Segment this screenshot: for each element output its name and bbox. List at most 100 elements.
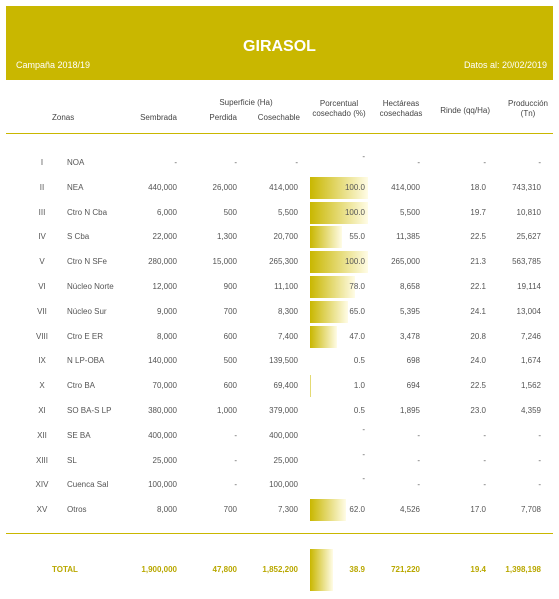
cell: 7,300 xyxy=(277,505,298,515)
zone-number: VIII xyxy=(35,331,48,341)
cell: 1,674 xyxy=(520,356,541,366)
zone-name: Ctro N SFe xyxy=(67,257,108,267)
cell: 379,000 xyxy=(269,406,298,415)
zone-number: XII xyxy=(37,430,47,440)
cell: 380,000 xyxy=(148,406,177,415)
zone-number: XV xyxy=(36,505,48,515)
percent-bar xyxy=(310,226,342,249)
cell: 265,000 xyxy=(391,257,420,267)
cell: - xyxy=(483,430,486,440)
cell: - xyxy=(417,455,420,465)
percent-bar xyxy=(310,276,356,298)
cell: 24.0 xyxy=(470,356,486,366)
header-rule xyxy=(6,133,553,134)
cell: 900 xyxy=(223,282,237,291)
zone-name: Núcleo Sur xyxy=(67,306,107,316)
cell: 400,000 xyxy=(148,430,177,440)
cell: 8,300 xyxy=(277,306,298,316)
cell: 11,100 xyxy=(274,282,298,291)
campaign: Campaña 2018/19 xyxy=(16,60,91,70)
total-cell: 19.4 xyxy=(470,565,486,574)
cell: 15,000 xyxy=(212,257,237,267)
cell: 500 xyxy=(223,207,237,217)
cell: 22,000 xyxy=(152,232,177,242)
cell: 743,310 xyxy=(512,182,541,192)
cell: 440,000 xyxy=(148,182,177,192)
cell: 22.5 xyxy=(470,232,486,242)
percent-label: - xyxy=(362,474,365,484)
cell: 19.7 xyxy=(470,207,486,217)
zone-number: II xyxy=(39,182,45,192)
percent-label: 0.5 xyxy=(353,406,365,415)
zone-name: Ctro E ER xyxy=(67,331,104,341)
cell: 10,810 xyxy=(516,207,541,217)
zone-number: VI xyxy=(38,282,46,291)
cell: 8,000 xyxy=(156,505,177,515)
percent-bar xyxy=(310,549,333,591)
percent-bar xyxy=(310,251,368,274)
zone-name: SE BA xyxy=(67,430,91,440)
column-header: Producción (Tn) xyxy=(507,99,549,118)
column-header: Zonas xyxy=(52,113,75,122)
zone-number: IX xyxy=(38,356,46,366)
cell: - xyxy=(417,430,420,440)
cell: 4,526 xyxy=(399,505,420,515)
cell: 600 xyxy=(223,381,237,391)
cell: - xyxy=(483,480,486,490)
cell: 698 xyxy=(406,356,420,366)
cell: 1,300 xyxy=(216,232,237,242)
cell: - xyxy=(538,480,541,490)
zone-name: N LP-OBA xyxy=(67,356,105,366)
cell: 1,562 xyxy=(520,381,541,391)
cell: 21.3 xyxy=(470,257,486,267)
cell: 24.1 xyxy=(470,306,486,316)
column-header: Sembrada xyxy=(140,113,177,122)
cell: 25,000 xyxy=(152,455,177,465)
cell: 20.8 xyxy=(470,331,486,341)
zone-number: III xyxy=(38,207,46,217)
cell: 4,359 xyxy=(520,406,541,415)
cell: 600 xyxy=(223,331,237,341)
percent-label: 47.0 xyxy=(349,331,365,341)
percent-bar xyxy=(310,499,346,522)
cell: 8,000 xyxy=(156,331,177,341)
zone-number: IV xyxy=(38,232,46,242)
total-cell: 1,900,000 xyxy=(141,565,177,574)
cell: 11,385 xyxy=(396,232,420,242)
cell: 1,000 xyxy=(216,406,237,415)
cell: 100,000 xyxy=(269,480,298,490)
cell: 3,478 xyxy=(399,331,420,341)
cell: 18.0 xyxy=(470,182,486,192)
cell: 280,000 xyxy=(148,257,177,267)
cell: - xyxy=(483,158,486,167)
zone-number: V xyxy=(39,257,45,267)
total-rule xyxy=(6,533,553,534)
cell: 700 xyxy=(223,306,237,316)
percent-label: 100.0 xyxy=(344,182,365,192)
percent-label: 55.0 xyxy=(349,232,365,242)
zone-name: Cuenca Sal xyxy=(67,480,109,490)
cell: 7,246 xyxy=(520,331,541,341)
total-cell: 721,220 xyxy=(391,565,420,574)
cell: 400,000 xyxy=(269,430,298,440)
cell: 100,000 xyxy=(148,480,177,490)
cell: 13,004 xyxy=(516,306,541,316)
zone-number: X xyxy=(39,381,45,391)
cell: 8,658 xyxy=(399,282,420,291)
cell: 694 xyxy=(406,381,420,391)
cell: 1,895 xyxy=(399,406,420,415)
cell: 6,000 xyxy=(156,207,177,217)
cell: 17.0 xyxy=(470,505,486,515)
zone-name: Ctro BA xyxy=(67,381,96,391)
cell: 23.0 xyxy=(470,406,486,415)
cell: 25,627 xyxy=(516,232,541,242)
percent-bar xyxy=(310,375,311,398)
percent-bar xyxy=(310,201,368,224)
zone-name: NEA xyxy=(67,182,84,192)
total-cell: 1,852,200 xyxy=(262,565,298,574)
date: Datos al: 20/02/2019 xyxy=(463,60,547,70)
cell: - xyxy=(417,480,420,490)
percent-bar xyxy=(310,325,338,348)
cell: - xyxy=(234,158,237,167)
